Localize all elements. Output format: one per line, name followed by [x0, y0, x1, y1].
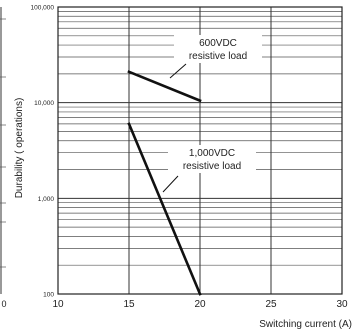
annotation-leader [162, 175, 179, 193]
annotation-box [168, 145, 256, 173]
annotation-text: resistive load [183, 161, 241, 172]
series-line-0 [127, 70, 202, 103]
y-tick-label: 100,000 [31, 5, 55, 12]
x-tick-label: 25 [265, 299, 277, 310]
annotation-text: resistive load [189, 51, 247, 62]
annotation-leader [169, 63, 187, 79]
x-tick-label: 15 [123, 299, 135, 310]
annotation-box [174, 35, 262, 63]
left-edge-tick-label: 0 [1, 299, 6, 309]
y-tick-label: 100 [43, 292, 54, 299]
tick-labels: 0 100 1,000 10,000 100,000 10 15 20 25 30 [1, 5, 348, 311]
x-axis-label: Switching current (A) [259, 319, 352, 330]
y-axis-label: Durability ( operations) [14, 98, 25, 199]
x-tick-label: 30 [336, 299, 348, 310]
annotation-text: 1,000VDC [189, 148, 235, 159]
x-tick-label: 20 [194, 299, 206, 310]
annotation-text: 600VDC [199, 38, 237, 49]
x-tick-label: 10 [52, 299, 64, 310]
annotations: 600VDC resistive load 1,000VDC resistive lo… [162, 35, 262, 193]
series-lines [127, 70, 202, 296]
y-tick-label: 10,000 [34, 100, 54, 107]
y-tick-label: 1,000 [38, 196, 55, 203]
series-line-1 [127, 122, 202, 296]
axis-labels: Durability ( operations) Switching curre… [14, 98, 352, 330]
